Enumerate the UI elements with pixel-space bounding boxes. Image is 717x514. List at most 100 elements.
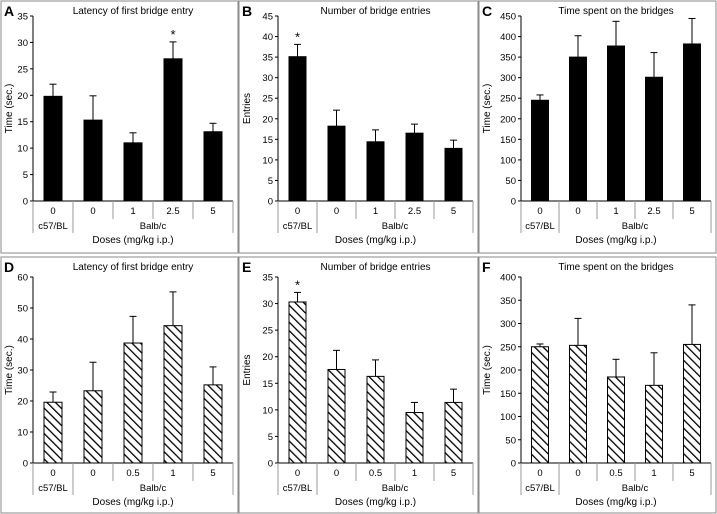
group-label: Balb/c: [140, 483, 167, 494]
x-tick-label: 0.5: [126, 468, 139, 479]
chart-title: Time spent on the bridges: [558, 6, 673, 17]
y-tick-label: 50: [17, 304, 28, 315]
y-tick-label: 0: [511, 459, 516, 470]
panel-letter: E: [242, 259, 251, 275]
panel-frame: [0, 256, 239, 514]
bar: [366, 375, 385, 464]
x-tick-label: 0.5: [369, 468, 382, 479]
y-tick-label: 40: [262, 32, 273, 43]
y-tick-label: 30: [262, 299, 273, 310]
y-tick-label: 350: [500, 53, 516, 64]
bar: [123, 142, 143, 202]
x-tick-label: 0.5: [609, 468, 622, 479]
chart-title: Number of bridge entries: [320, 6, 430, 17]
x-tick-label: 0: [334, 206, 339, 217]
group-label: Balb/c: [140, 221, 167, 232]
significance-marker: *: [170, 27, 175, 42]
x-tick-label: 1: [373, 206, 378, 217]
bar: [43, 95, 63, 202]
bar: [645, 384, 663, 464]
x-tick-label: 2.5: [166, 206, 179, 217]
x-tick-label: 0: [575, 206, 580, 217]
x-tick-label: 2.5: [408, 206, 421, 217]
bar: [444, 147, 463, 202]
bar: [405, 412, 424, 464]
y-tick-label: 100: [500, 412, 516, 423]
bar: [163, 58, 183, 202]
y-tick-label: 10: [262, 405, 273, 416]
x-tick-label: 1: [130, 206, 135, 217]
y-tick-label: 200: [500, 114, 516, 125]
y-axis-label: Entries: [242, 354, 253, 385]
panel-frame: [238, 256, 479, 514]
y-tick-label: 20: [17, 397, 28, 408]
bar: [531, 346, 549, 464]
bar: [569, 344, 587, 464]
significance-marker: *: [295, 29, 300, 44]
y-tick-label: 20: [262, 352, 273, 363]
y-tick-label: 50: [505, 435, 516, 446]
group-label: Balb/c: [622, 483, 649, 494]
bar: [83, 390, 103, 464]
y-tick-label: 10: [262, 155, 273, 166]
y-axis-label: Entries: [242, 93, 253, 124]
bar: [444, 401, 463, 464]
y-axis-label: Time (sec.): [4, 84, 15, 134]
group-label: Balb/c: [622, 221, 649, 232]
panel-f: F Time spent on the bridges05010015020025…: [478, 256, 717, 514]
y-tick-label: 250: [500, 94, 516, 105]
bar: [531, 99, 549, 202]
x-tick-label: 0: [575, 468, 580, 479]
x-tick-label: 1: [651, 468, 656, 479]
x-tick-label: 5: [689, 468, 694, 479]
group-label: c57/BL: [283, 221, 313, 232]
y-tick-label: 30: [17, 366, 28, 377]
panel-letter: F: [482, 259, 491, 275]
x-axis-label: Doses (mg/kg i.p.): [335, 497, 416, 508]
y-tick-label: 10: [17, 428, 28, 439]
panel-letter: C: [482, 3, 492, 19]
x-tick-label: 0: [90, 206, 95, 217]
y-tick-label: 35: [262, 273, 273, 284]
y-tick-label: 60: [17, 273, 28, 284]
bar: [645, 76, 663, 202]
y-tick-label: 200: [500, 366, 516, 377]
y-tick-label: 400: [500, 273, 516, 284]
panel-frame: [0, 0, 239, 254]
group-label: Balb/c: [382, 483, 409, 494]
panel-b: B Number of bridge entries051015202530354…: [238, 0, 479, 254]
y-tick-label: 45: [262, 12, 273, 23]
x-tick-label: 2.5: [647, 206, 660, 217]
bar: [327, 368, 346, 464]
x-axis-label: Doses (mg/kg i.p.): [575, 235, 656, 246]
bar: [288, 301, 307, 464]
y-tick-label: 25: [262, 326, 273, 337]
y-tick-label: 400: [500, 32, 516, 43]
y-tick-label: 0: [268, 197, 273, 208]
y-tick-label: 0: [23, 459, 28, 470]
y-tick-label: 25: [262, 94, 273, 105]
bar: [607, 376, 625, 464]
y-tick-label: 150: [500, 135, 516, 146]
x-tick-label: 0: [537, 206, 542, 217]
x-axis-label: Doses (mg/kg i.p.): [92, 497, 173, 508]
x-tick-label: 1: [412, 468, 417, 479]
y-tick-label: 15: [262, 135, 273, 146]
x-tick-label: 0: [50, 206, 55, 217]
y-tick-label: 300: [500, 73, 516, 84]
bar: [123, 342, 143, 464]
x-axis-label: Doses (mg/kg i.p.): [92, 235, 173, 246]
bar: [43, 401, 63, 464]
bar: [366, 141, 385, 202]
panel-a: A Latency of first bridge entry0510152025…: [0, 0, 239, 254]
group-label: c57/BL: [525, 483, 555, 494]
x-axis-label: Doses (mg/kg i.p.): [575, 497, 656, 508]
y-tick-label: 50: [505, 176, 516, 187]
y-tick-label: 0: [23, 197, 28, 208]
y-tick-label: 0: [511, 197, 516, 208]
y-tick-label: 40: [17, 335, 28, 346]
panel-e: E Number of bridge entries05101520253035E…: [238, 256, 479, 514]
y-tick-label: 5: [23, 170, 28, 181]
panel-c: C Time spent on the bridges05010015020025…: [478, 0, 717, 254]
